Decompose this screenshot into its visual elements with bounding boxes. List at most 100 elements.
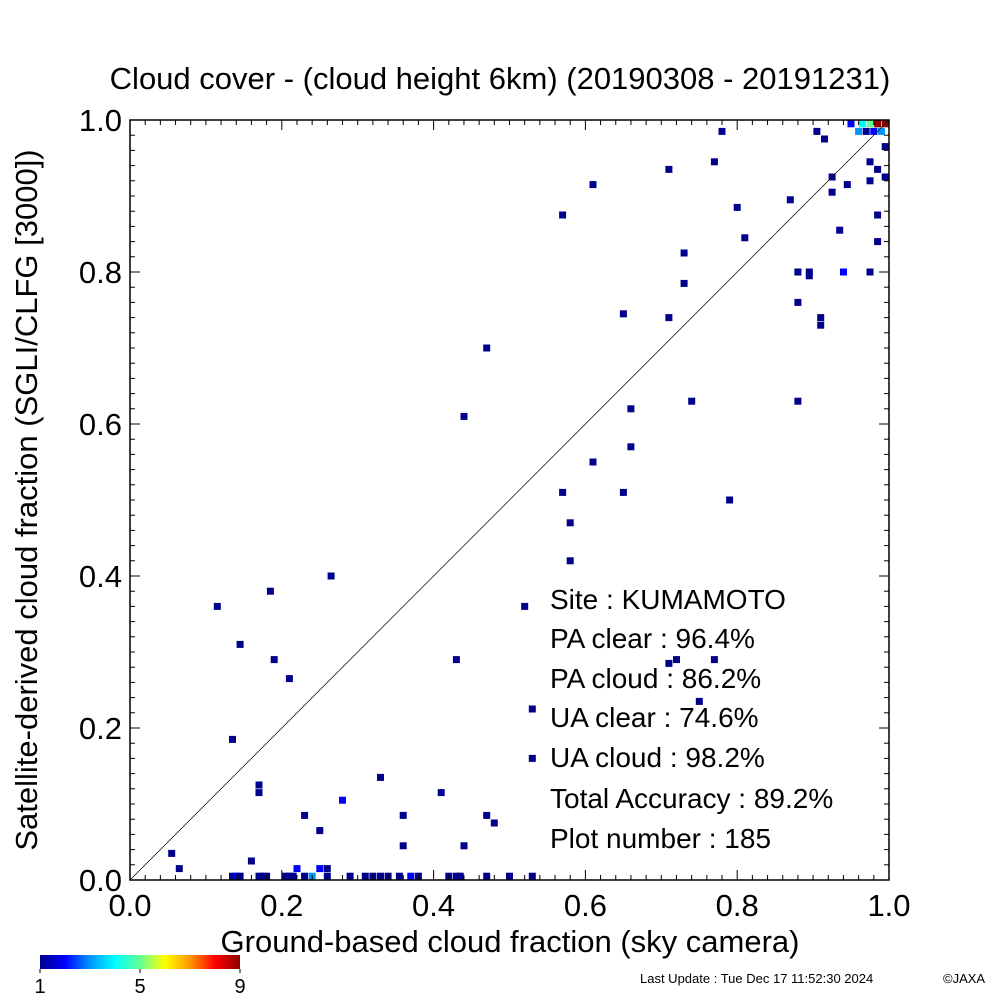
- data-point: [323, 865, 331, 873]
- data-point: [168, 849, 176, 857]
- data-point: [528, 705, 536, 713]
- data-point: [866, 177, 874, 185]
- data-point: [490, 819, 498, 827]
- data-point: [855, 127, 863, 135]
- data-point: [566, 557, 574, 565]
- data-point: [840, 268, 847, 276]
- data-point: [805, 268, 813, 276]
- data-point: [289, 872, 297, 880]
- data-point: [346, 872, 354, 880]
- data-point: [821, 135, 828, 143]
- data-point: [874, 165, 882, 173]
- data-point: [259, 872, 267, 880]
- data-point: [301, 811, 309, 819]
- data-point: [870, 127, 878, 135]
- data-point: [247, 857, 255, 865]
- stat-pa-cloud: PA cloud : 86.2%: [550, 663, 761, 694]
- chart-title: Cloud cover - (cloud height 6km) (201903…: [110, 61, 891, 96]
- data-point: [316, 865, 324, 873]
- data-point: [483, 811, 491, 819]
- stats-panel: Site : KUMAMOTO PA clear : 96.4% PA clou…: [550, 584, 833, 854]
- data-point: [710, 158, 718, 166]
- data-point: [399, 811, 407, 819]
- data-point: [285, 675, 293, 683]
- data-point: [673, 656, 680, 664]
- data-point: [566, 519, 574, 527]
- data-point: [695, 697, 703, 705]
- colorbar-label: 9: [234, 976, 245, 998]
- data-point: [483, 872, 491, 880]
- axis-ticks-layer: 0.00.0 0.2 0.2 0.4 0.4 0.6 0.6 0.8 0.8 1.0 1.0: [79, 103, 911, 923]
- data-point: [255, 781, 263, 789]
- x-tick-label: 0.4: [412, 888, 455, 923]
- data-point: [718, 127, 726, 135]
- stat-plot-number: Plot number : 185: [550, 823, 771, 854]
- colorbar-label: 5: [134, 976, 145, 998]
- data-point: [881, 173, 889, 181]
- x-tick-label: 0.8: [716, 888, 759, 923]
- data-point: [817, 321, 825, 329]
- data-point: [741, 234, 749, 242]
- data-point: [828, 188, 836, 196]
- x-tick-label: 0.0: [108, 888, 151, 923]
- x-tick-label: 0.2: [260, 888, 303, 923]
- data-point: [316, 827, 324, 835]
- data-point: [589, 458, 597, 466]
- data-point: [881, 143, 889, 151]
- colorbar-gradient-bar: [40, 955, 240, 969]
- data-point: [229, 735, 236, 743]
- data-point: [874, 211, 882, 219]
- data-point: [175, 865, 183, 873]
- data-point: [255, 872, 263, 880]
- data-point: [874, 120, 882, 128]
- data-point: [680, 249, 688, 257]
- data-point: [680, 279, 688, 287]
- data-point: [437, 789, 445, 797]
- data-point: [460, 842, 468, 850]
- data-points-layer: [168, 120, 889, 880]
- data-point: [327, 572, 335, 580]
- copyright-text: ©JAXA: [943, 971, 985, 986]
- data-point: [794, 397, 802, 405]
- y-tick-label: 0.4: [79, 559, 122, 594]
- colorbar: 1 5 9: [34, 955, 246, 998]
- plot-frame: [129, 119, 890, 881]
- data-point: [361, 872, 369, 880]
- y-tick-label: 0.6: [79, 407, 122, 442]
- data-point: [266, 587, 274, 595]
- stat-ua-cloud: UA cloud : 98.2%: [550, 742, 765, 773]
- data-point: [866, 120, 874, 128]
- data-point: [786, 196, 794, 204]
- data-point: [794, 298, 802, 306]
- data-point: [270, 656, 278, 664]
- data-point: [399, 842, 407, 850]
- data-point: [665, 165, 673, 173]
- data-point: [847, 120, 855, 128]
- data-point: [339, 796, 346, 804]
- one-to-one-diagonal-line: [129, 119, 890, 881]
- data-point: [866, 268, 874, 276]
- data-point: [460, 412, 468, 420]
- data-point: [452, 872, 460, 880]
- y-tick-label: 0.8: [79, 255, 122, 290]
- data-point: [255, 789, 263, 797]
- data-point: [805, 272, 813, 280]
- data-point: [456, 872, 464, 880]
- data-point: [528, 754, 536, 762]
- data-point: [293, 865, 301, 873]
- data-point: [395, 872, 403, 880]
- x-tick-label: 0.6: [564, 888, 607, 923]
- stat-total-accuracy: Total Accuracy : 89.2%: [550, 783, 833, 814]
- data-point: [794, 268, 802, 276]
- y-tick-label: 0.0: [79, 863, 122, 898]
- data-point: [726, 496, 734, 504]
- data-point: [710, 656, 718, 664]
- data-point: [874, 238, 882, 246]
- stat-site: Site : KUMAMOTO: [550, 584, 786, 615]
- data-point: [813, 127, 821, 135]
- data-point: [377, 872, 384, 880]
- x-tick-label: 1.0: [867, 888, 910, 923]
- data-point: [236, 872, 244, 880]
- data-point: [817, 314, 825, 322]
